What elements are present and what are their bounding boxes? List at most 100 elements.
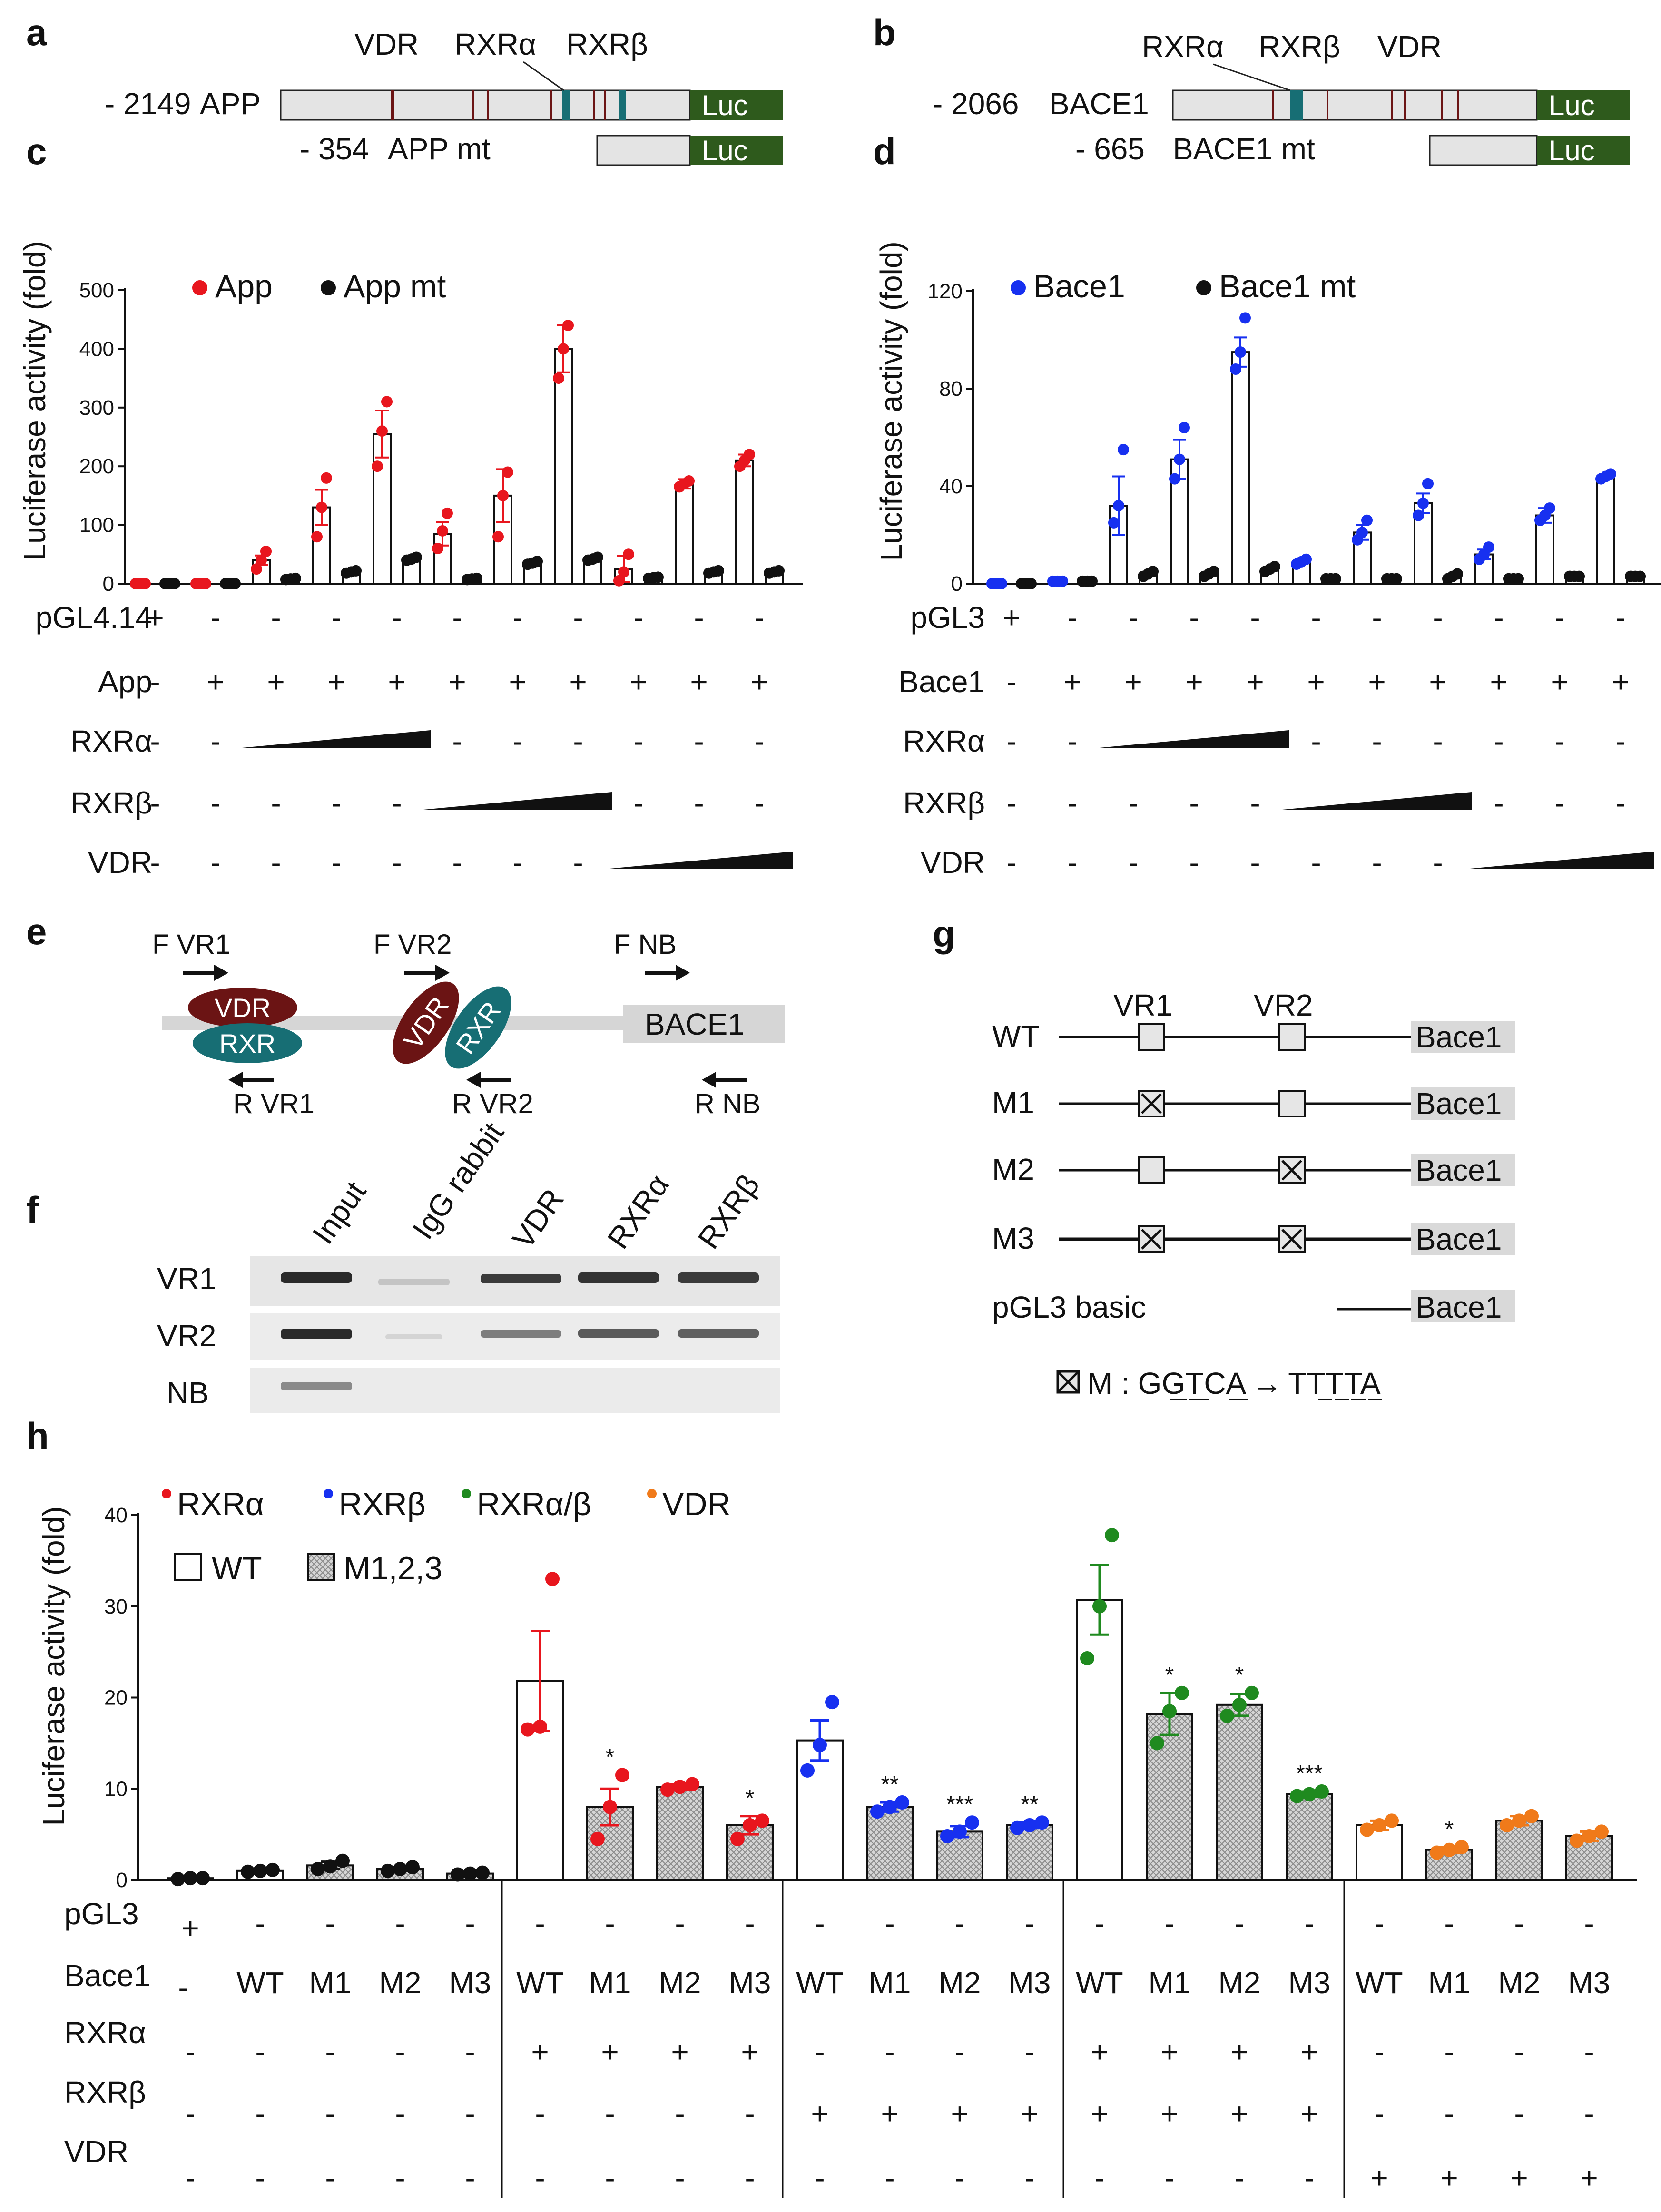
condition-value: - — [185, 2035, 195, 2069]
legend-marker — [321, 280, 336, 295]
condition-value: - — [325, 1906, 335, 1940]
condition-value: - — [1234, 2161, 1244, 2195]
condition-value: - — [465, 2161, 475, 2195]
legend-marker — [162, 1489, 171, 1498]
condition-value: + — [327, 665, 345, 699]
condition-value: WT — [1356, 1966, 1403, 2000]
condition-value: - — [452, 600, 462, 635]
y-tick-label: 0 — [951, 572, 963, 596]
condition-value: - — [1024, 2035, 1034, 2069]
data-point — [1179, 422, 1190, 433]
condition-label: Bace1 — [899, 665, 985, 699]
e-bace1-box — [623, 1005, 785, 1043]
data-point — [1385, 1813, 1399, 1828]
condition-value: - — [535, 2161, 545, 2195]
mut-from: GGTCA — [1138, 1366, 1247, 1400]
vr2-site-box — [1278, 1090, 1306, 1117]
condition-value: M3 — [1288, 1966, 1331, 2000]
condition-label: VDR — [64, 2134, 128, 2169]
bar — [866, 1806, 914, 1881]
condition-label: pGL3 — [64, 1897, 139, 1931]
data-point — [1290, 1789, 1304, 1803]
bace1-mt-pos: - 665 — [1075, 132, 1145, 166]
condition-value: - — [392, 786, 402, 820]
condition-value: - — [1189, 600, 1199, 635]
condition-value: - — [1006, 665, 1016, 699]
condition-value: + — [509, 665, 526, 699]
significance-mark: * — [606, 1744, 615, 1770]
data-point — [773, 565, 785, 577]
condition-value: M1 — [1428, 1966, 1471, 2000]
bace1-rxr-site — [1290, 90, 1303, 120]
legend-marker — [1196, 280, 1211, 295]
ramp-triangle — [1465, 852, 1654, 869]
bace1-promoter-box — [1172, 89, 1538, 121]
g-constructs: WT Bace1 M1 Bace1 M2 Bace1 M3 Bace1 — [992, 1019, 1515, 1256]
condition-label: RXRβ — [903, 786, 985, 820]
data-point — [411, 551, 422, 563]
ramp-triangle — [242, 730, 431, 748]
g-bace1-box — [1411, 1087, 1515, 1120]
data-point — [1118, 444, 1129, 456]
data-point — [1208, 566, 1219, 577]
data-point — [615, 1768, 629, 1782]
e-primer-arrows — [183, 965, 747, 1088]
condition-value: + — [1160, 2096, 1178, 2131]
arrowhead-r-vr2 — [466, 1072, 481, 1088]
data-point — [442, 507, 453, 519]
data-point — [1230, 363, 1241, 375]
condition-value: - — [210, 600, 220, 635]
g-construct-label: M2 — [992, 1152, 1034, 1186]
condition-value: WT — [516, 1966, 564, 2000]
condition-value: + — [881, 2096, 898, 2131]
mut-to: TTTTA — [1288, 1366, 1381, 1400]
data-point — [139, 578, 151, 589]
bar — [1216, 1703, 1263, 1881]
condition-value: - — [1304, 2161, 1314, 2195]
condition-value: - — [1514, 1906, 1524, 1940]
condition-value: - — [885, 2035, 894, 2069]
row-vr2: VR2 — [157, 1319, 216, 1353]
condition-value: - — [1554, 786, 1564, 820]
band — [481, 1274, 561, 1283]
band — [281, 1382, 352, 1390]
data-point — [1372, 1818, 1386, 1832]
data-point — [883, 1800, 897, 1814]
condition-value: - — [1067, 845, 1077, 880]
condition-value: - — [331, 600, 341, 635]
ramp-triangle — [1282, 792, 1472, 810]
y-tick-label: 500 — [79, 279, 114, 302]
data-point — [1417, 497, 1429, 509]
y-tick-label: 20 — [104, 1686, 128, 1710]
data-point — [1174, 453, 1185, 465]
condition-label: RXRβ — [70, 786, 152, 820]
data-point — [870, 1804, 885, 1819]
condition-value: + — [1300, 2035, 1318, 2069]
condition-value: - — [150, 786, 160, 820]
data-point — [1573, 570, 1585, 582]
panel-g: g VR1 VR2 WT Bace1 M1 Bace1 M2 Bace1 M3 Bace1 p… — [933, 913, 1515, 1400]
data-point — [290, 572, 301, 584]
condition-value: - — [1189, 845, 1199, 880]
data-point — [253, 1863, 267, 1878]
y-tick-label: 100 — [79, 514, 114, 537]
condition-value: - — [512, 724, 522, 758]
legend-label: RXRα/β — [477, 1486, 591, 1522]
condition-value: + — [1021, 2096, 1038, 2131]
y-tick-label: 40 — [939, 475, 963, 498]
bar — [796, 1739, 844, 1881]
condition-value: - — [1374, 2035, 1384, 2069]
panel-letter-e: e — [26, 910, 47, 952]
legend-marker — [462, 1489, 471, 1498]
data-point — [1524, 1809, 1539, 1823]
significance-mark: * — [1445, 1817, 1454, 1842]
condition-value: M2 — [1219, 1966, 1261, 2000]
primer-f-vr1: F VR1 — [152, 929, 230, 960]
data-point — [800, 1763, 815, 1778]
mut-cross — [1057, 1370, 1080, 1393]
mut-arrow: → — [1252, 1366, 1282, 1400]
condition-value: - — [754, 786, 764, 820]
condition-value: - — [255, 2096, 265, 2131]
e-rxr-ellipse-1 — [193, 1023, 302, 1063]
